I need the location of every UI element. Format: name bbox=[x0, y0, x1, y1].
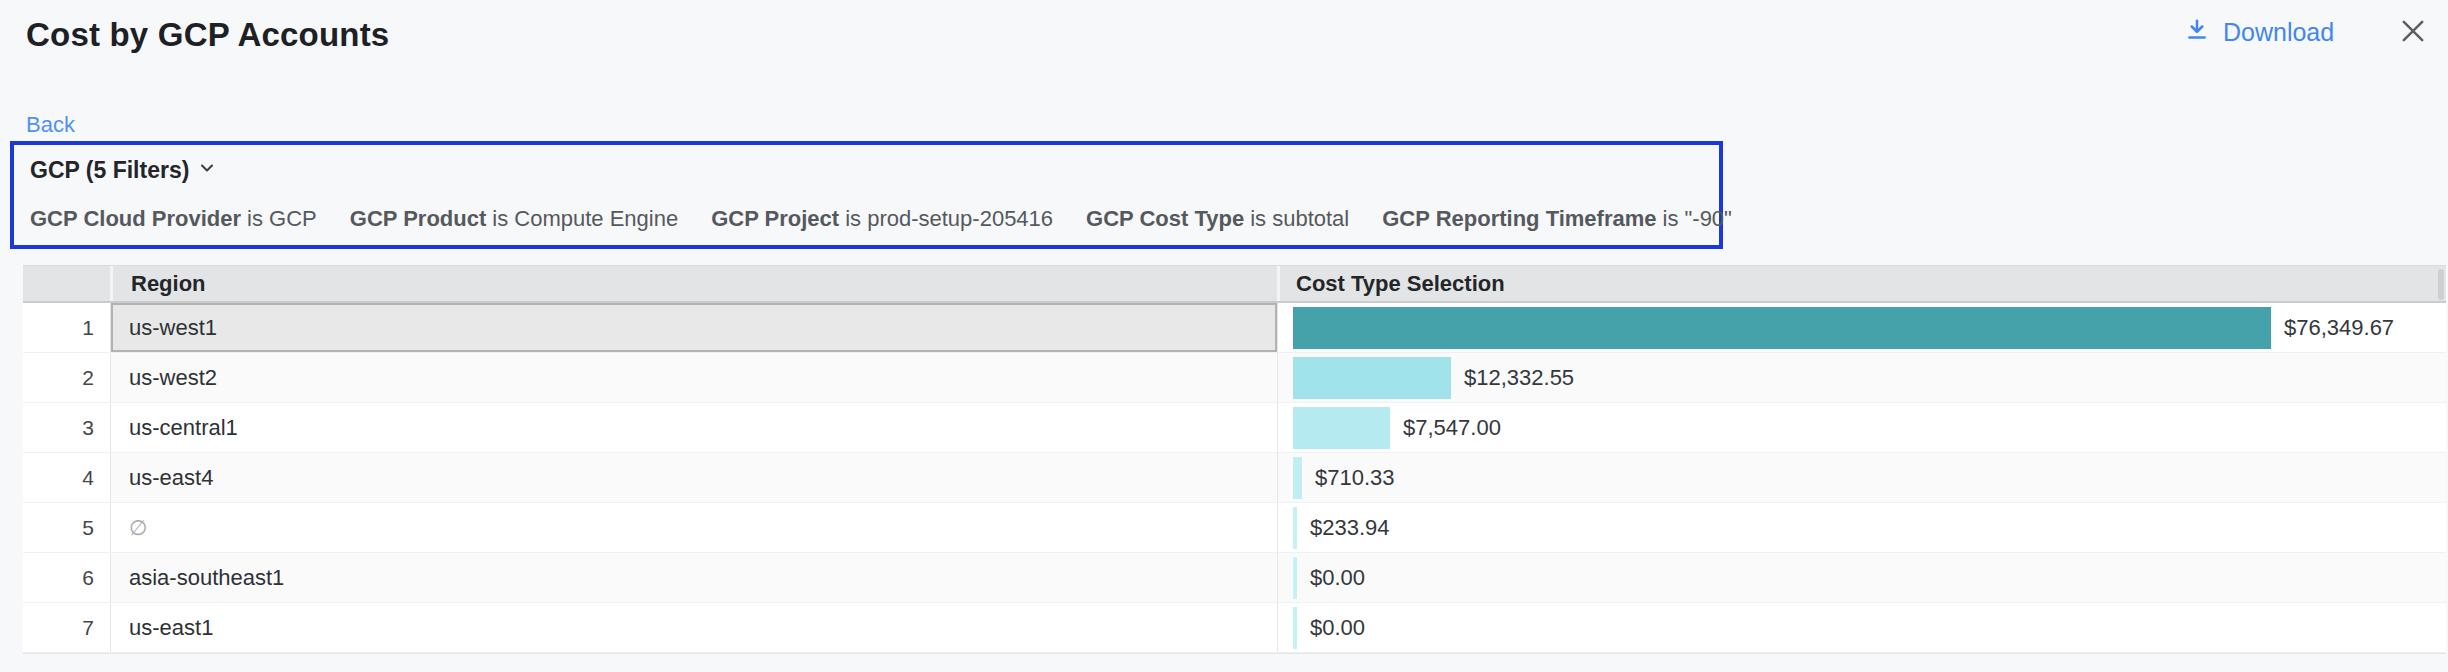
cost-bar-cell[interactable]: $76,349.67 bbox=[1277, 303, 2446, 352]
cost-value: $76,349.67 bbox=[2284, 315, 2394, 341]
region-cell[interactable]: ∅ bbox=[110, 503, 1277, 552]
back-link[interactable]: Back bbox=[26, 112, 75, 138]
chevron-down-icon bbox=[197, 157, 217, 184]
cost-by-gcp-accounts-panel: Cost by GCP Accounts Download Back GCP (… bbox=[0, 0, 2448, 672]
filter-field-name: GCP Cloud Provider bbox=[30, 206, 241, 231]
cost-bar bbox=[1293, 357, 1451, 399]
region-cell[interactable]: us-west1 bbox=[110, 303, 1277, 352]
cost-bar bbox=[1293, 407, 1390, 449]
row-number: 7 bbox=[23, 603, 110, 652]
download-button[interactable]: Download bbox=[2183, 16, 2334, 48]
row-number: 3 bbox=[23, 403, 110, 452]
table-header: Region Cost Type Selection bbox=[23, 266, 2446, 303]
cost-bar bbox=[1293, 507, 1297, 549]
table-row: 2 us-west2 $12,332.55 bbox=[23, 353, 2446, 403]
close-icon[interactable] bbox=[2396, 14, 2430, 48]
filter-condition: is subtotal bbox=[1250, 206, 1349, 231]
row-number: 5 bbox=[23, 503, 110, 552]
cost-bar-cell[interactable]: $710.33 bbox=[1277, 453, 2446, 502]
filter-condition: is Compute Engine bbox=[492, 206, 678, 231]
cost-bar bbox=[1293, 307, 2271, 349]
filter-condition: is GCP bbox=[247, 206, 317, 231]
region-cell[interactable]: asia-southeast1 bbox=[110, 553, 1277, 602]
table-row: 4 us-east4 $710.33 bbox=[23, 453, 2446, 503]
table-row: 3 us-central1 $7,547.00 bbox=[23, 403, 2446, 453]
cost-bar bbox=[1293, 557, 1297, 599]
region-cell[interactable]: us-central1 bbox=[110, 403, 1277, 452]
filter-chip[interactable]: GCP Cost Typeis subtotal bbox=[1086, 206, 1349, 232]
region-cell[interactable]: us-east4 bbox=[110, 453, 1277, 502]
filter-condition: is "-90" bbox=[1663, 206, 1732, 231]
region-cell[interactable]: us-west2 bbox=[110, 353, 1277, 402]
filters-highlight-box: GCP (5 Filters) GCP Cloud Provideris GCP… bbox=[10, 141, 1723, 249]
page-title: Cost by GCP Accounts bbox=[26, 16, 389, 54]
scrollbar-thumb[interactable] bbox=[2438, 269, 2444, 300]
cost-bar-cell[interactable]: $12,332.55 bbox=[1277, 353, 2446, 402]
table-row: 5 ∅ $233.94 bbox=[23, 503, 2446, 553]
filter-field-name: GCP Cost Type bbox=[1086, 206, 1244, 231]
filter-field-name: GCP Reporting Timeframe bbox=[1382, 206, 1656, 231]
cost-column-header[interactable]: Cost Type Selection bbox=[1277, 266, 2446, 301]
table-row: 6 asia-southeast1 $0.00 bbox=[23, 553, 2446, 603]
download-icon bbox=[2183, 16, 2211, 48]
filter-chip[interactable]: GCP Projectis prod-setup-205416 bbox=[711, 206, 1053, 232]
filters-dropdown[interactable]: GCP (5 Filters) bbox=[30, 157, 217, 184]
cost-table: Region Cost Type Selection 1 us-west1 $7… bbox=[23, 265, 2446, 654]
filter-condition: is prod-setup-205416 bbox=[845, 206, 1053, 231]
cost-bar-cell[interactable]: $0.00 bbox=[1277, 603, 2446, 652]
filter-chip[interactable]: GCP Productis Compute Engine bbox=[350, 206, 678, 232]
cost-value: $0.00 bbox=[1310, 615, 1365, 641]
filter-chip[interactable]: GCP Reporting Timeframe is "-90" bbox=[1382, 206, 1732, 232]
cost-value: $233.94 bbox=[1310, 515, 1390, 541]
download-label: Download bbox=[2223, 18, 2334, 47]
row-number: 1 bbox=[23, 303, 110, 352]
row-number: 6 bbox=[23, 553, 110, 602]
cost-value: $12,332.55 bbox=[1464, 365, 1574, 391]
row-number-header bbox=[23, 266, 110, 301]
cost-bar-cell[interactable]: $0.00 bbox=[1277, 553, 2446, 602]
table-body: 1 us-west1 $76,349.67 2 us-west2 $12,332… bbox=[23, 303, 2446, 653]
cost-value: $7,547.00 bbox=[1403, 415, 1501, 441]
filter-field-name: GCP Project bbox=[711, 206, 839, 231]
cost-bar-cell[interactable]: $233.94 bbox=[1277, 503, 2446, 552]
row-number: 2 bbox=[23, 353, 110, 402]
filter-list: GCP Cloud Provideris GCP GCP Productis C… bbox=[30, 206, 1703, 232]
region-column-header[interactable]: Region bbox=[110, 266, 1277, 301]
table-row: 7 us-east1 $0.00 bbox=[23, 603, 2446, 653]
filters-summary-label: GCP (5 Filters) bbox=[30, 157, 189, 184]
row-number: 4 bbox=[23, 453, 110, 502]
region-cell[interactable]: us-east1 bbox=[110, 603, 1277, 652]
table-row: 1 us-west1 $76,349.67 bbox=[23, 303, 2446, 353]
cost-bar bbox=[1293, 607, 1297, 649]
cost-value: $0.00 bbox=[1310, 565, 1365, 591]
filter-field-name: GCP Product bbox=[350, 206, 487, 231]
cost-bar bbox=[1293, 457, 1302, 499]
cost-value: $710.33 bbox=[1315, 465, 1395, 491]
filter-chip[interactable]: GCP Cloud Provideris GCP bbox=[30, 206, 317, 232]
cost-bar-cell[interactable]: $7,547.00 bbox=[1277, 403, 2446, 452]
